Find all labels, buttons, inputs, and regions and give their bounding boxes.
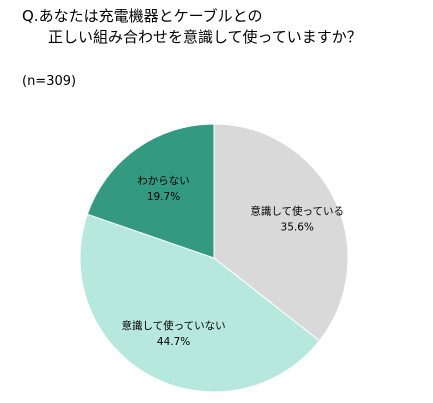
question-text: Q.あなたは充電機器とケーブルとの 正しい組み合わせを意識して使っていますか？ bbox=[22, 6, 422, 48]
pie-slice-0 bbox=[213, 123, 349, 342]
pie-slice-1 bbox=[79, 213, 321, 393]
slice-label-0: 意識して使っている bbox=[250, 205, 344, 218]
pie-slices bbox=[79, 123, 349, 393]
sample-size: (n=309) bbox=[22, 74, 77, 89]
slice-value-label-1: 44.7% bbox=[157, 336, 190, 348]
slice-label-1: 意識して使っていない bbox=[122, 319, 226, 332]
question-line-1: Q.あなたは充電機器とケーブルとの bbox=[22, 7, 263, 25]
question-line-2: 正しい組み合わせを意識して使っていますか？ bbox=[48, 28, 362, 46]
pie-slice-2 bbox=[86, 123, 215, 259]
slice-value-label-2: 19.7% bbox=[147, 191, 180, 203]
slice-value-label-0: 35.6% bbox=[281, 222, 314, 234]
pie-labels: 意識して使っている 35.6% 意識して使っていない 44.7% わからない 19.7% bbox=[122, 175, 345, 348]
slice-label-2: わからない bbox=[137, 175, 190, 187]
